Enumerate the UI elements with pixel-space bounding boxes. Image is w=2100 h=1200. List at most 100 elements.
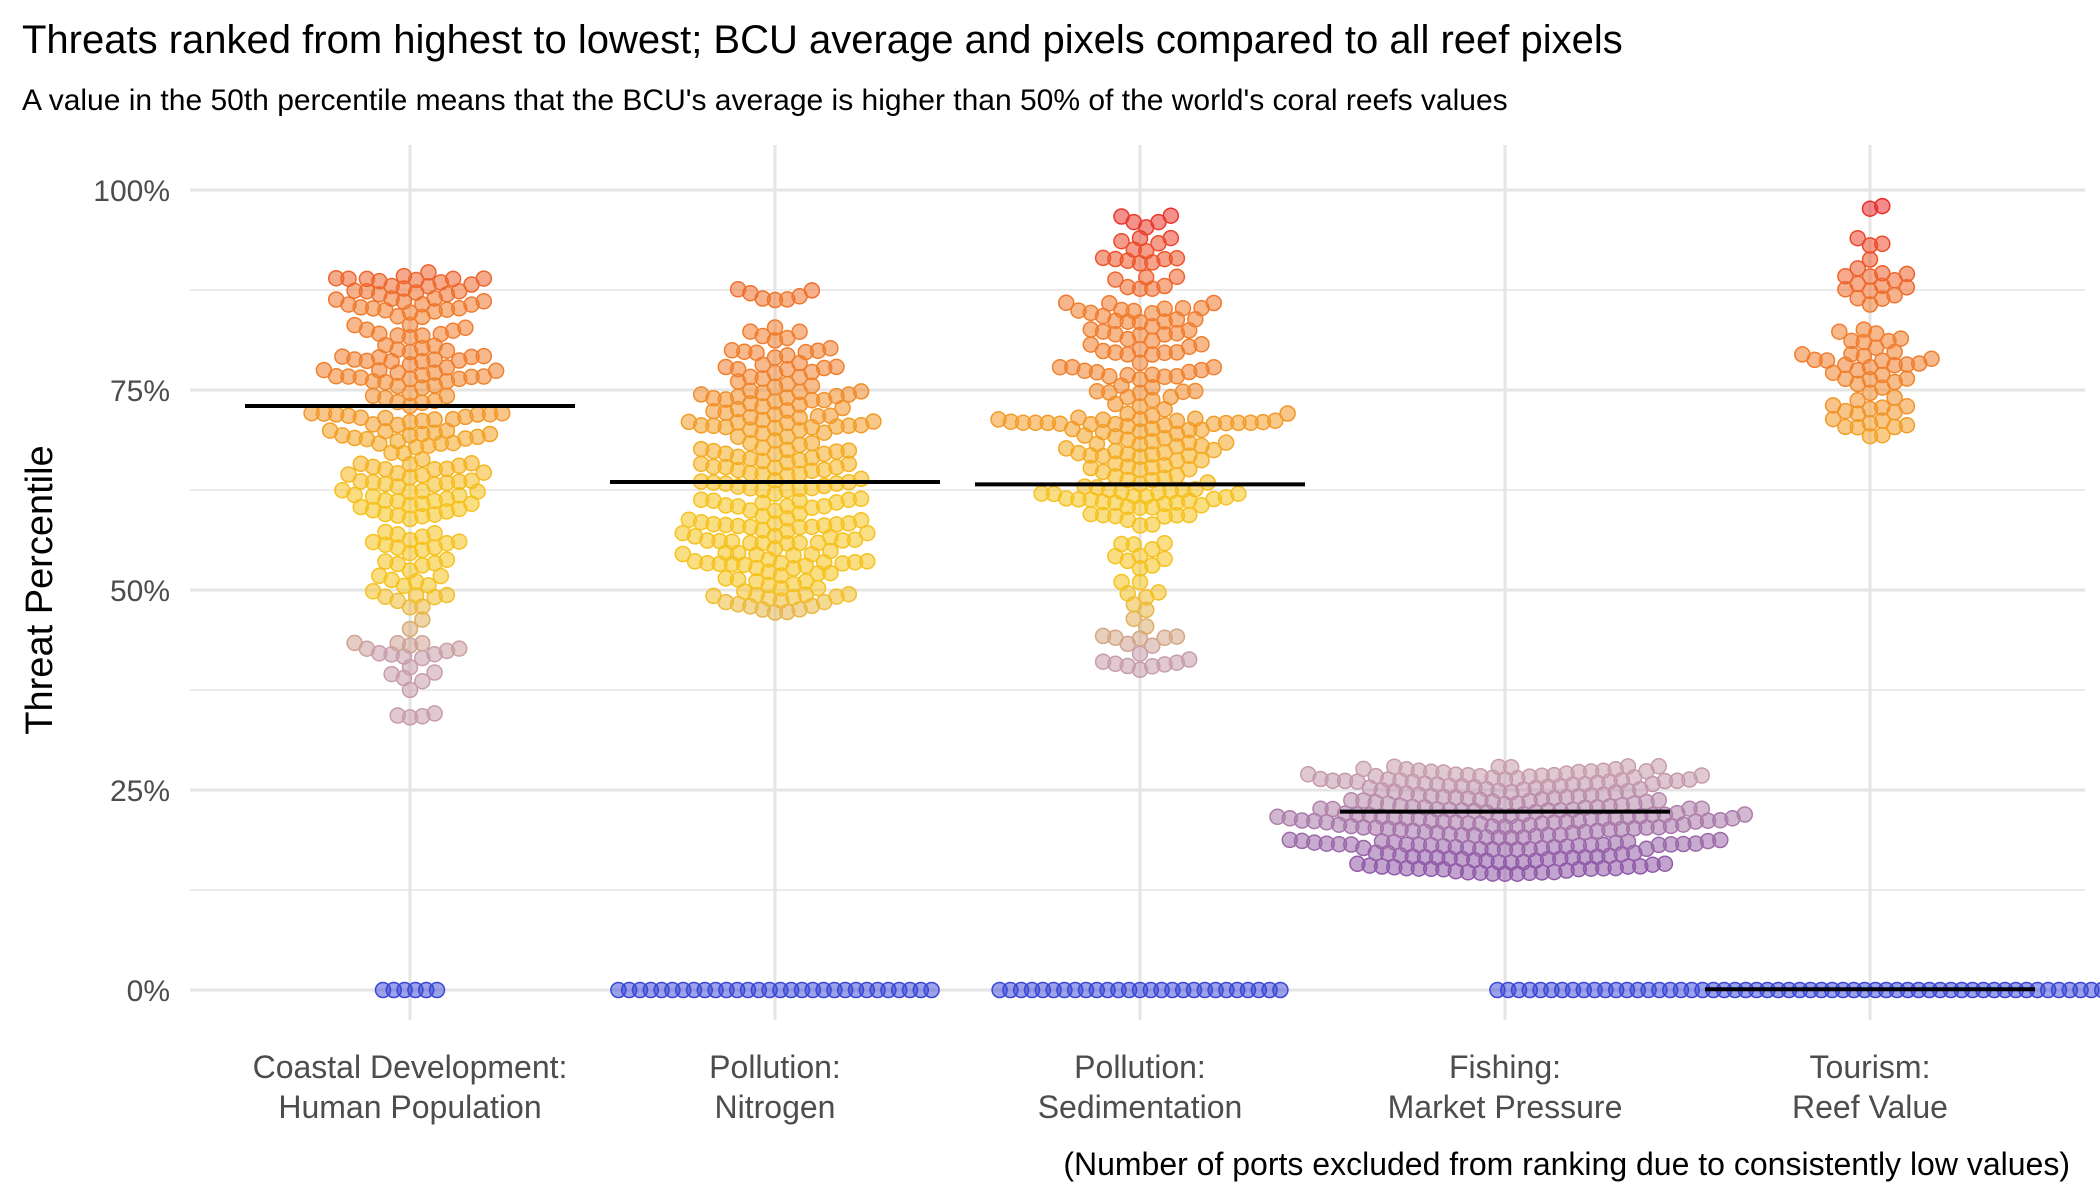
data-point xyxy=(352,473,370,490)
data-point xyxy=(1156,534,1173,552)
data-point xyxy=(779,347,796,364)
data-point xyxy=(1144,366,1161,383)
data-point xyxy=(371,567,388,585)
data-point xyxy=(389,327,406,344)
data-point xyxy=(1131,573,1149,591)
data-point xyxy=(1874,399,1891,416)
data-point xyxy=(1144,516,1161,533)
data-point xyxy=(481,425,499,443)
data-point xyxy=(420,264,437,281)
data-point xyxy=(377,409,394,427)
data-point xyxy=(1107,442,1124,460)
data-point xyxy=(1070,302,1087,319)
data-point xyxy=(1824,397,1842,414)
data-point xyxy=(426,411,443,428)
data-point xyxy=(692,491,710,509)
data-point xyxy=(414,672,431,690)
data-point xyxy=(463,454,480,472)
data-point xyxy=(1187,382,1204,400)
y-tick-label: 100% xyxy=(93,175,170,208)
data-point xyxy=(742,323,759,340)
data-point xyxy=(1874,197,1891,215)
data-point xyxy=(1794,346,1811,363)
data-point xyxy=(346,316,363,334)
data-point xyxy=(742,368,759,386)
data-point xyxy=(426,664,443,681)
data-point xyxy=(1101,295,1118,312)
data-point xyxy=(1113,535,1130,553)
data-point xyxy=(1113,232,1130,250)
data-point xyxy=(475,347,493,365)
data-point xyxy=(389,634,406,652)
data-point xyxy=(723,342,741,359)
data-point xyxy=(1693,800,1711,817)
y-tick-label: 0% xyxy=(127,975,170,1008)
data-point xyxy=(1837,267,1854,285)
data-point xyxy=(1650,758,1668,775)
data-point xyxy=(364,488,382,505)
data-point xyxy=(1923,350,1940,368)
data-point xyxy=(1162,229,1180,247)
data-point xyxy=(1849,229,1866,247)
x-tick-label-line1: Pollution: xyxy=(1074,1049,1206,1085)
data-point xyxy=(1082,321,1100,338)
data-point xyxy=(475,464,493,481)
data-point xyxy=(1230,485,1247,502)
data-point xyxy=(791,534,808,552)
data-point xyxy=(1299,766,1317,783)
data-point xyxy=(444,270,462,288)
data-point xyxy=(1193,336,1210,353)
data-point xyxy=(438,387,456,405)
x-tick-label-line2: Sedimentation xyxy=(1038,1089,1243,1125)
data-point xyxy=(1119,366,1136,384)
data-point xyxy=(1349,855,1366,873)
data-point xyxy=(1137,618,1155,635)
x-tick-label-line1: Coastal Development: xyxy=(253,1049,568,1085)
data-point xyxy=(1187,410,1204,427)
data-point xyxy=(1180,506,1198,524)
data-point xyxy=(1373,833,1391,850)
data-point xyxy=(1082,336,1100,353)
data-point xyxy=(340,466,357,483)
y-tick-label: 25% xyxy=(110,775,170,808)
x-tick-label-line2: Nitrogen xyxy=(715,1089,836,1125)
x-tick-label-line2: Market Pressure xyxy=(1388,1089,1623,1125)
data-point xyxy=(1312,800,1329,817)
chart-caption: (Number of ports excluded from ranking d… xyxy=(1063,1146,2070,1182)
chart-subtitle: A value in the 50th percentile means tha… xyxy=(22,84,1508,117)
data-point xyxy=(426,705,443,722)
data-point xyxy=(859,553,876,570)
data-point xyxy=(315,361,333,379)
data-point xyxy=(438,586,456,604)
data-point xyxy=(1113,573,1130,591)
data-point xyxy=(674,524,692,542)
data-point xyxy=(321,422,339,439)
data-point xyxy=(803,282,821,299)
data-point xyxy=(1892,330,1910,347)
x-tick-label-line2: Human Population xyxy=(278,1089,541,1125)
data-point xyxy=(803,434,821,452)
data-point xyxy=(334,348,351,365)
data-point xyxy=(692,440,710,458)
data-point xyxy=(1898,398,1916,415)
data-point xyxy=(1898,416,1916,434)
data-point xyxy=(1119,405,1136,422)
data-point xyxy=(1156,277,1173,295)
data-point xyxy=(377,553,394,570)
data-point xyxy=(1168,412,1186,430)
data-point xyxy=(1656,855,1674,872)
data-point xyxy=(1156,300,1173,317)
data-point xyxy=(852,470,870,488)
data-point xyxy=(1094,249,1112,267)
data-point xyxy=(1355,760,1372,778)
data-point xyxy=(1107,271,1124,288)
data-point xyxy=(674,545,692,563)
data-point xyxy=(1367,767,1385,785)
data-point xyxy=(791,323,808,341)
data-point xyxy=(1831,323,1848,340)
data-point xyxy=(822,339,839,357)
data-point xyxy=(358,270,376,288)
data-point xyxy=(1137,269,1155,286)
data-point xyxy=(1033,485,1050,502)
